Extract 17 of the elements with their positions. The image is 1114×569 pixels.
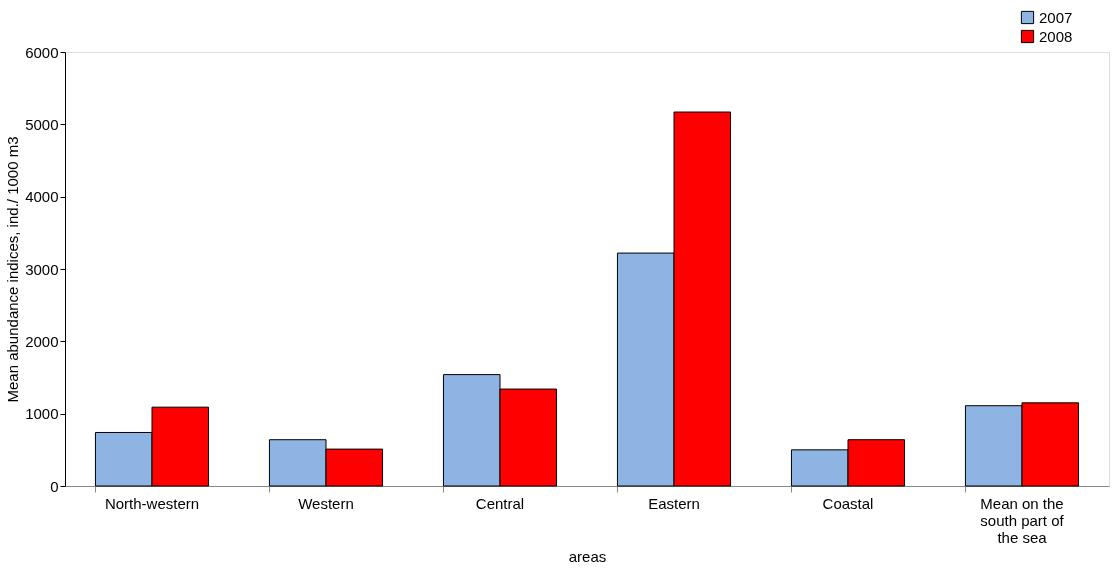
legend-label: 2007 (1039, 8, 1073, 26)
x-tick-label: Eastern (648, 494, 700, 512)
x-tick-label: North-western (104, 494, 200, 512)
x-tick-label: Mean on the south part of the sea (980, 494, 1065, 546)
legend-label: 2008 (1039, 27, 1073, 45)
y-tick-label: 5000 (25, 115, 59, 133)
y-tick-label: 3000 (25, 260, 59, 278)
y-tick-label: 1000 (25, 405, 59, 423)
y-tick-label: 6000 (25, 43, 59, 61)
y-tick-label: 2000 (25, 332, 59, 350)
y-tick-label: 4000 (25, 188, 59, 206)
x-tick-label: Central (475, 494, 525, 512)
x-tick-label: Western (298, 494, 354, 512)
x-axis-title: areas (568, 547, 607, 565)
y-axis-title: Mean abundance indices, ind./ 1000 m3 (4, 136, 22, 403)
x-tick-label: Coastal (822, 494, 874, 512)
y-tick-label: 0 (50, 477, 59, 495)
